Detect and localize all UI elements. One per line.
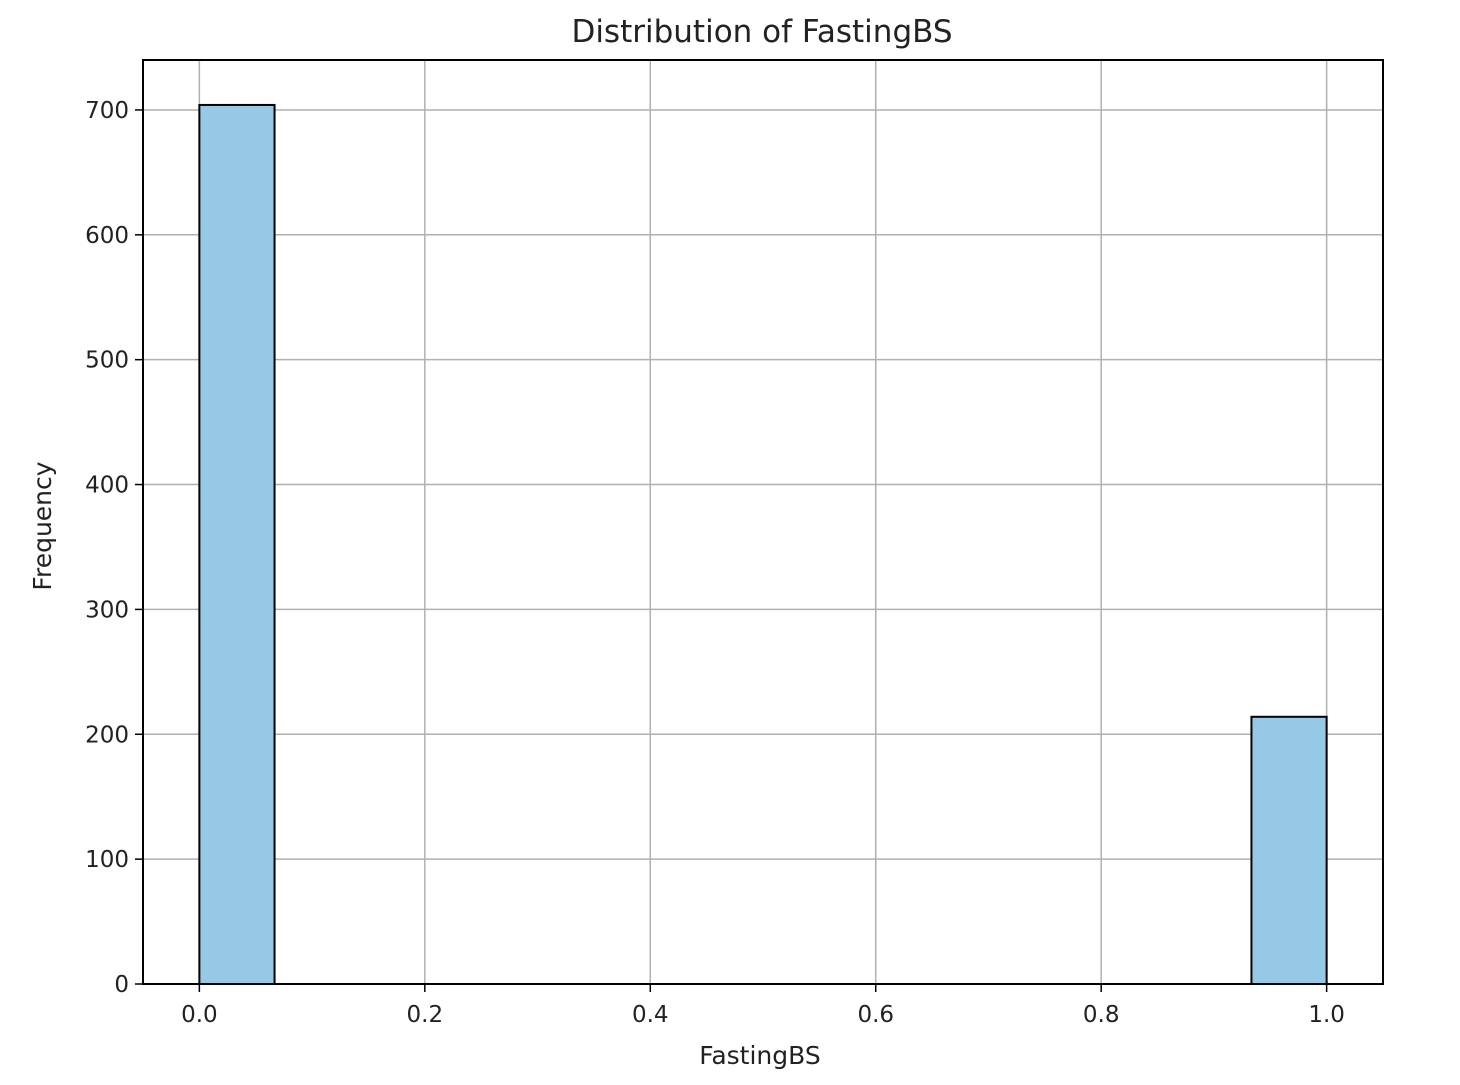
histogram-bar bbox=[1250, 715, 1328, 985]
y-tick-label: 200 bbox=[85, 722, 129, 748]
x-tick-label: 0.6 bbox=[857, 1002, 894, 1028]
y-tick-label: 500 bbox=[85, 348, 129, 374]
x-tick-label: 0.0 bbox=[181, 1002, 218, 1028]
grid-lines bbox=[143, 60, 1383, 985]
x-axis-label: FastingBS bbox=[699, 1041, 820, 1070]
x-tick-label: 1.0 bbox=[1308, 1002, 1345, 1028]
y-tick-label: 400 bbox=[85, 473, 129, 499]
x-tick-label: 0.2 bbox=[407, 1002, 444, 1028]
x-tick-label: 0.4 bbox=[632, 1002, 669, 1028]
chart-title: Distribution of FastingBS bbox=[571, 14, 952, 50]
y-tick-label: 300 bbox=[85, 597, 129, 623]
bars bbox=[198, 103, 1328, 985]
histogram-bar bbox=[198, 103, 276, 985]
y-axis-ticks: 0 100 200 300 400 500 600 700 bbox=[85, 98, 143, 998]
x-tick-label: 0.8 bbox=[1083, 1002, 1120, 1028]
y-axis-label: Frequency bbox=[28, 461, 57, 590]
plot-frame bbox=[142, 59, 1384, 985]
y-tick-label: 100 bbox=[85, 847, 129, 873]
x-axis-ticks: 0.0 0.2 0.4 0.6 0.8 1.0 bbox=[181, 984, 1345, 1028]
y-tick-label: 700 bbox=[85, 98, 129, 124]
y-tick-label: 600 bbox=[85, 223, 129, 249]
y-tick-label: 0 bbox=[114, 972, 129, 998]
